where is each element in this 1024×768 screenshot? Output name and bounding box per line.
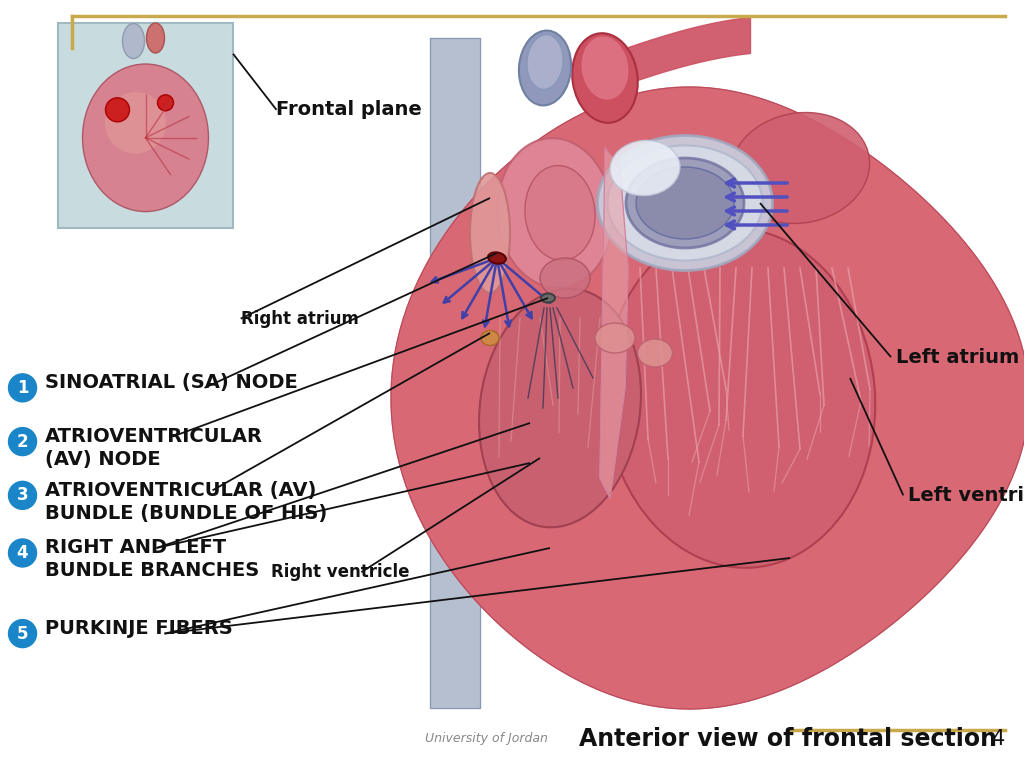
- Ellipse shape: [83, 64, 209, 212]
- Ellipse shape: [595, 323, 635, 353]
- Ellipse shape: [636, 167, 734, 239]
- Ellipse shape: [540, 258, 590, 298]
- Ellipse shape: [146, 23, 165, 53]
- Circle shape: [8, 620, 37, 647]
- Ellipse shape: [470, 173, 510, 293]
- Ellipse shape: [479, 289, 641, 528]
- Ellipse shape: [626, 158, 744, 248]
- Text: Left atrium: Left atrium: [896, 348, 1019, 366]
- Text: University of Jordan: University of Jordan: [425, 733, 548, 745]
- Ellipse shape: [527, 35, 563, 89]
- Ellipse shape: [638, 339, 673, 367]
- Ellipse shape: [104, 92, 166, 154]
- Circle shape: [158, 94, 173, 111]
- Text: SINOATRIAL (SA) NODE: SINOATRIAL (SA) NODE: [44, 373, 297, 392]
- Text: Anterior view of frontal section: Anterior view of frontal section: [579, 727, 996, 751]
- Circle shape: [8, 482, 37, 509]
- Ellipse shape: [488, 253, 506, 263]
- Text: ATRIOVENTRICULAR: ATRIOVENTRICULAR: [44, 427, 262, 446]
- Ellipse shape: [481, 330, 499, 346]
- FancyBboxPatch shape: [58, 23, 233, 228]
- Text: RIGHT AND LEFT: RIGHT AND LEFT: [44, 538, 225, 558]
- Ellipse shape: [730, 112, 869, 223]
- Ellipse shape: [123, 24, 144, 58]
- Text: 5: 5: [16, 624, 29, 643]
- Circle shape: [105, 98, 129, 122]
- Ellipse shape: [525, 166, 595, 260]
- Ellipse shape: [597, 135, 772, 270]
- Text: PURKINJE FIBERS: PURKINJE FIBERS: [44, 619, 232, 638]
- Ellipse shape: [610, 141, 680, 196]
- Text: 3: 3: [16, 486, 29, 505]
- Ellipse shape: [572, 33, 638, 123]
- Ellipse shape: [498, 138, 612, 288]
- Polygon shape: [391, 87, 1024, 709]
- Text: BUNDLE (BUNDLE OF HIS): BUNDLE (BUNDLE OF HIS): [44, 504, 327, 523]
- Ellipse shape: [519, 31, 571, 105]
- Text: 4: 4: [16, 544, 29, 562]
- Text: Right atrium: Right atrium: [241, 310, 358, 328]
- Ellipse shape: [605, 228, 876, 568]
- Circle shape: [8, 428, 37, 455]
- Circle shape: [8, 539, 37, 567]
- Polygon shape: [430, 38, 480, 708]
- Ellipse shape: [541, 293, 555, 303]
- Circle shape: [8, 374, 37, 402]
- Text: (AV) NODE: (AV) NODE: [44, 450, 160, 469]
- Text: ATRIOVENTRICULAR (AV): ATRIOVENTRICULAR (AV): [44, 481, 315, 500]
- Ellipse shape: [581, 35, 629, 101]
- Text: 1: 1: [16, 379, 29, 397]
- Text: Right ventricle: Right ventricle: [271, 563, 410, 581]
- Text: 2: 2: [16, 432, 29, 451]
- Text: 4: 4: [992, 729, 1005, 749]
- Ellipse shape: [607, 145, 763, 260]
- Polygon shape: [600, 148, 628, 498]
- Text: BUNDLE BRANCHES: BUNDLE BRANCHES: [44, 561, 259, 581]
- Text: Frontal plane: Frontal plane: [276, 101, 422, 119]
- Text: Left ventricle: Left ventricle: [908, 486, 1024, 505]
